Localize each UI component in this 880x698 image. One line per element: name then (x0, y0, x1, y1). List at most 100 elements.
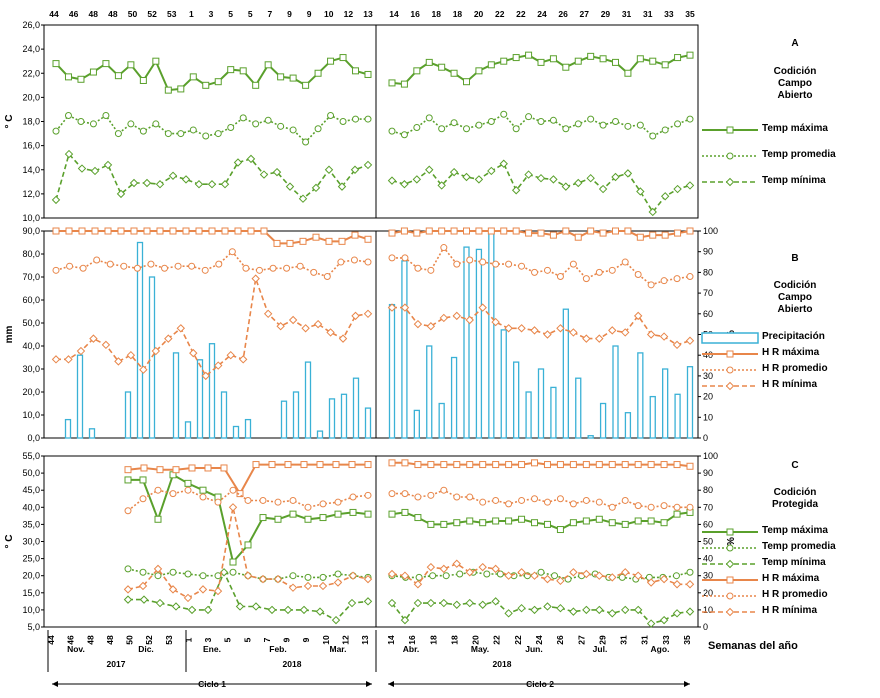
legend-label: H R mínima (762, 379, 818, 390)
week-label-top: 3 (209, 9, 214, 19)
precip-bar (148, 276, 156, 439)
panel-b-series-0-c2-point (500, 227, 508, 235)
panel-c-series-2-c2-point (569, 607, 578, 616)
panel-b-series-1-c1-point (147, 260, 155, 268)
panel-a-series-1-c1-point (164, 130, 172, 138)
panel-c-series-4-c2-point (479, 498, 487, 506)
panel-c-series-2-c1-point (331, 615, 341, 625)
y2-tick-label: 40 (703, 554, 713, 564)
y2-tick-label: 20 (703, 588, 713, 598)
panel-b-series-2-c2-point (608, 326, 617, 335)
cycle2-arrow-head (388, 681, 394, 687)
panel-b-series-1-c2-point (621, 258, 629, 266)
panel-a-series-0-c1-point (314, 69, 322, 77)
panel-a-series-1-c1-point (302, 138, 310, 146)
panel-c-series-2-c1-point (347, 598, 357, 608)
panel-b-series-1-c1-point (337, 258, 345, 266)
panel-c-series-5-c2-point (387, 569, 397, 579)
panel-c-series-2-c1-point (187, 605, 197, 615)
panel-b-series-0-c2-point (400, 227, 408, 235)
panel-b-series-1-c2-point (543, 266, 551, 274)
panel-b-series-1-c2-point (518, 262, 526, 270)
y-tick-label: 26,0 (22, 20, 40, 30)
panel-b-series-0-c1-point (312, 233, 320, 241)
week-label-top: 24 (537, 9, 547, 19)
panel-a-series-2-c2-point (425, 165, 434, 174)
panel-b-series-0-c2-point (537, 229, 545, 237)
precip-bar (172, 352, 180, 439)
panel-c-series-1-c1-point (229, 568, 237, 576)
panel-c-series-0-c1-point (124, 476, 132, 484)
week-label-bottom: 20 (471, 635, 481, 645)
panel-c-series-4-c2-point (401, 490, 409, 498)
panel-b-series-2-c2-point (517, 324, 526, 333)
legend-swatch-marker (726, 350, 734, 358)
panel-a-series-1-c2-point (661, 126, 669, 134)
panel-b-series-0-c2-point (674, 229, 682, 237)
precip-bar (388, 303, 396, 439)
week-label-bottom: 52 (144, 635, 154, 645)
panel-a-series-0-c2-point (400, 80, 408, 88)
precip-bar (208, 343, 216, 439)
panel-b-series-1-c2-point (479, 258, 487, 266)
month-label: Jul. (593, 644, 608, 654)
panel-b-series-0-c2-point (525, 229, 533, 237)
month-label: Nov. (67, 644, 85, 654)
panel-a-series-1-c2-point (686, 115, 694, 123)
panel-a-series-2-c2-point (623, 169, 633, 178)
panel-c-series-2-c1-line (128, 570, 369, 622)
panel-c-condition-line: Codición (773, 487, 817, 498)
precip-bar (562, 308, 569, 439)
legend-swatch (702, 152, 758, 160)
panel-b-series-0-c1-point (182, 227, 190, 235)
y-tick-label: 70,0 (22, 272, 40, 282)
panel-c-series-2-c2-point (646, 619, 656, 628)
week-label-top: 48 (108, 9, 118, 19)
panel-c-series-1-c2-line (391, 571, 691, 580)
panel-c-series-3-c2-point (621, 461, 629, 469)
week-label-bottom: 29 (597, 635, 607, 645)
y-tick-label: 20,0 (22, 571, 40, 581)
panel-c-series-0-c1-point (259, 514, 267, 522)
panel-a-series-1-c1-point (352, 115, 360, 123)
panel-c-series-5-c1-point (138, 581, 148, 591)
panel-b-series-2-c1-point (263, 309, 273, 319)
week-label-top: 9 (287, 9, 292, 19)
panel-b-series-2-c1-point (76, 346, 86, 356)
panel-c-series-3-c2-point (608, 461, 616, 469)
panel-c-series-5-c1-point (348, 571, 358, 580)
week-label-bottom: 5 (223, 637, 233, 642)
panel-a-series-1-c1-point (364, 115, 372, 123)
precip-bar (244, 418, 252, 439)
panel-b-series-1-c1-point (296, 262, 304, 270)
panel-c-series-4-c1-point (124, 507, 132, 515)
legend-swatch-marker (725, 607, 735, 617)
panel-c-series-4-c1-point (139, 495, 147, 503)
precip-bar (64, 418, 72, 439)
y2-tick-label: 50 (703, 537, 713, 547)
panel-c-series-5-c2-point (608, 573, 617, 582)
panel-a-series-0-c2-point (425, 58, 433, 66)
panel-b-series-1-c2-point (647, 281, 655, 289)
panel-b-series-2-c2-point (400, 303, 410, 312)
panel-b-series-2-c2-point (621, 328, 630, 337)
panel-c-series-3-c1-point (316, 461, 324, 469)
panel-b-series-0-c1-point (143, 227, 151, 235)
panel-c-series-1-c1-point (289, 572, 297, 580)
week-label-bottom: 18 (449, 635, 459, 645)
week-label-bottom: 24 (534, 635, 544, 645)
y2-tick-label: 60 (703, 519, 713, 529)
precip-bar (401, 260, 408, 439)
week-label-top: 1 (189, 9, 194, 19)
panel-b-series-0-c1-point (364, 235, 372, 243)
panel-b-series-2-c1-point (251, 274, 260, 283)
panel-a-series-1-c2-point (475, 121, 483, 129)
panel-a-series-2-c2-point (387, 176, 397, 185)
y2-tick-label: 10 (703, 412, 713, 422)
panel-a-series-2-c1-line (55, 152, 369, 201)
panel-b-series-1-c2-point (569, 260, 577, 268)
panel-b-series-2-c2-point (530, 326, 539, 335)
panel-c-series-0-c1-point (184, 479, 192, 487)
panel-a-series-1-c1-point (277, 122, 285, 130)
panel-b-series-1-c1-point (93, 256, 101, 264)
